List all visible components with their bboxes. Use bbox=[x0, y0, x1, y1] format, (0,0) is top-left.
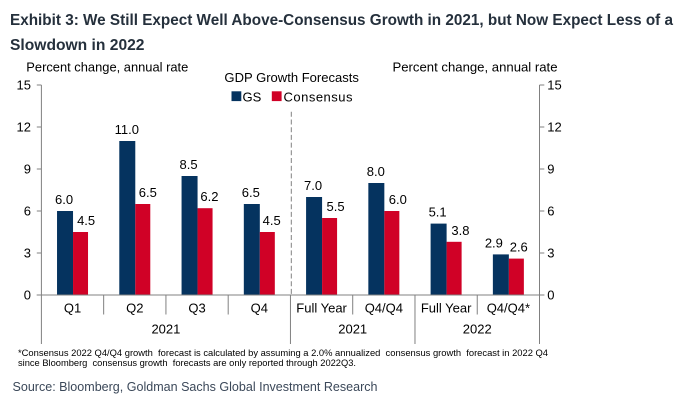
svg-text:15: 15 bbox=[547, 78, 561, 93]
svg-text:6.0: 6.0 bbox=[389, 192, 407, 207]
svg-text:Slowdown in 2022: Slowdown in 2022 bbox=[10, 37, 145, 54]
svg-text:2.6: 2.6 bbox=[510, 240, 528, 255]
svg-text:4.5: 4.5 bbox=[263, 213, 281, 228]
svg-text:2021: 2021 bbox=[338, 322, 367, 337]
svg-text:Q4: Q4 bbox=[251, 301, 268, 316]
svg-text:Q1: Q1 bbox=[64, 301, 81, 316]
svg-text:4.5: 4.5 bbox=[77, 213, 95, 228]
svg-text:12: 12 bbox=[17, 120, 31, 135]
svg-text:15: 15 bbox=[17, 78, 31, 93]
svg-text:3.8: 3.8 bbox=[451, 223, 469, 238]
svg-text:7.0: 7.0 bbox=[304, 178, 322, 193]
svg-text:6.5: 6.5 bbox=[139, 185, 157, 200]
svg-text:*Consensus 2022 Q4/Q4 growth: *Consensus 2022 Q4/Q4 growth forecast is… bbox=[18, 347, 548, 358]
svg-text:2.9: 2.9 bbox=[485, 235, 503, 250]
svg-text:9: 9 bbox=[547, 162, 554, 177]
svg-text:Percent change, annual rate: Percent change, annual rate bbox=[26, 60, 188, 75]
svg-text:6.0: 6.0 bbox=[55, 192, 73, 207]
svg-text:6.5: 6.5 bbox=[242, 185, 260, 200]
svg-text:GDP Growth Forecasts: GDP Growth Forecasts bbox=[224, 70, 359, 85]
svg-text:3: 3 bbox=[24, 246, 31, 261]
svg-text:Q2: Q2 bbox=[126, 301, 143, 316]
svg-text:Exhibit 3: We Still Expect Wel: Exhibit 3: We Still Expect Well Above-Co… bbox=[10, 12, 673, 29]
svg-text:8.5: 8.5 bbox=[180, 157, 198, 172]
svg-text:6: 6 bbox=[547, 204, 554, 219]
svg-text:6: 6 bbox=[24, 204, 31, 219]
svg-text:5.5: 5.5 bbox=[327, 199, 345, 214]
svg-text:Q3: Q3 bbox=[188, 301, 205, 316]
svg-text:Full Year: Full Year bbox=[421, 301, 472, 316]
svg-text:2021: 2021 bbox=[151, 322, 180, 337]
svg-text:Q4/Q4: Q4/Q4 bbox=[365, 301, 403, 316]
svg-text:3: 3 bbox=[547, 246, 554, 261]
svg-text:5.1: 5.1 bbox=[429, 205, 447, 220]
svg-text:11.0: 11.0 bbox=[115, 122, 139, 137]
svg-text:9: 9 bbox=[24, 162, 31, 177]
svg-text:0: 0 bbox=[547, 288, 554, 303]
svg-text:Source: Bloomberg, Goldman Sac: Source: Bloomberg, Goldman Sachs Global … bbox=[13, 379, 378, 394]
svg-text:6.2: 6.2 bbox=[200, 189, 218, 204]
svg-text:GS: GS bbox=[243, 90, 262, 105]
svg-text:Full Year: Full Year bbox=[296, 301, 347, 316]
svg-text:0: 0 bbox=[24, 288, 31, 303]
svg-text:8.0: 8.0 bbox=[367, 164, 385, 179]
svg-text:2022: 2022 bbox=[463, 322, 492, 337]
svg-text:since Bloomberg consensus gro: since Bloomberg consensus growth forecas… bbox=[18, 357, 356, 368]
svg-text:12: 12 bbox=[547, 120, 561, 135]
svg-text:Consensus: Consensus bbox=[284, 90, 354, 105]
svg-text:Percent change, annual rate: Percent change, annual rate bbox=[393, 60, 558, 75]
svg-text:Q4/Q4*: Q4/Q4* bbox=[487, 301, 530, 316]
